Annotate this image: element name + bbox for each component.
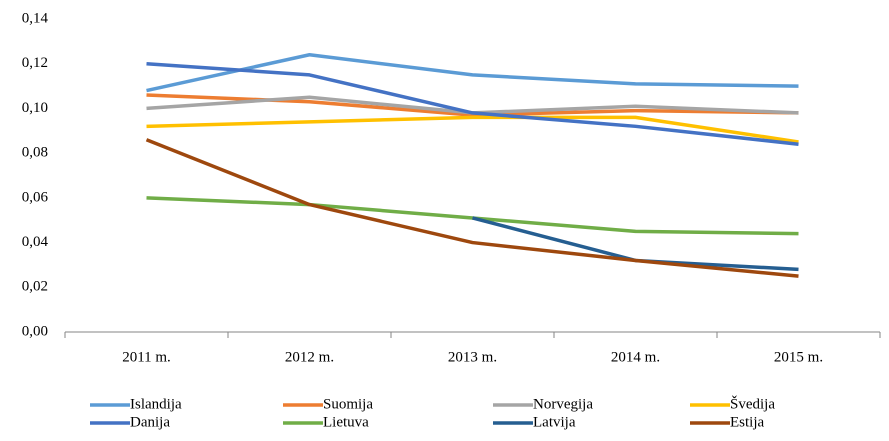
series-line (146, 196, 799, 236)
y-tick-label: 0,14 (22, 10, 49, 26)
legend-label: Norvegija (533, 396, 593, 412)
x-tick-label: 2012 m. (285, 349, 334, 365)
y-tick-label: 0,04 (22, 234, 49, 250)
legend-label: Latvija (533, 414, 576, 430)
y-tick-label: 0,02 (22, 279, 48, 295)
y-tick-label: 0,00 (22, 323, 48, 339)
legend-label: Estija (730, 414, 765, 430)
y-tick-label: 0,12 (22, 55, 48, 71)
series-line (146, 115, 799, 144)
y-tick-label: 0,10 (22, 100, 48, 116)
series-line (146, 53, 799, 93)
x-tick-label: 2011 m. (122, 349, 171, 365)
x-tick-label: 2015 m. (774, 349, 823, 365)
legend-label: Danija (130, 414, 170, 430)
legend-label: Švedija (730, 395, 775, 412)
y-tick-label: 0,06 (22, 189, 49, 205)
legend-label: Suomija (323, 396, 373, 412)
series-line (146, 61, 799, 146)
series-line (145, 138, 799, 278)
x-tick-label: 2014 m. (611, 349, 660, 365)
x-tick-label: 2013 m. (448, 349, 497, 365)
legend-label: Lietuva (323, 414, 369, 430)
legend-label: Islandija (130, 396, 182, 412)
y-tick-label: 0,08 (22, 145, 48, 161)
